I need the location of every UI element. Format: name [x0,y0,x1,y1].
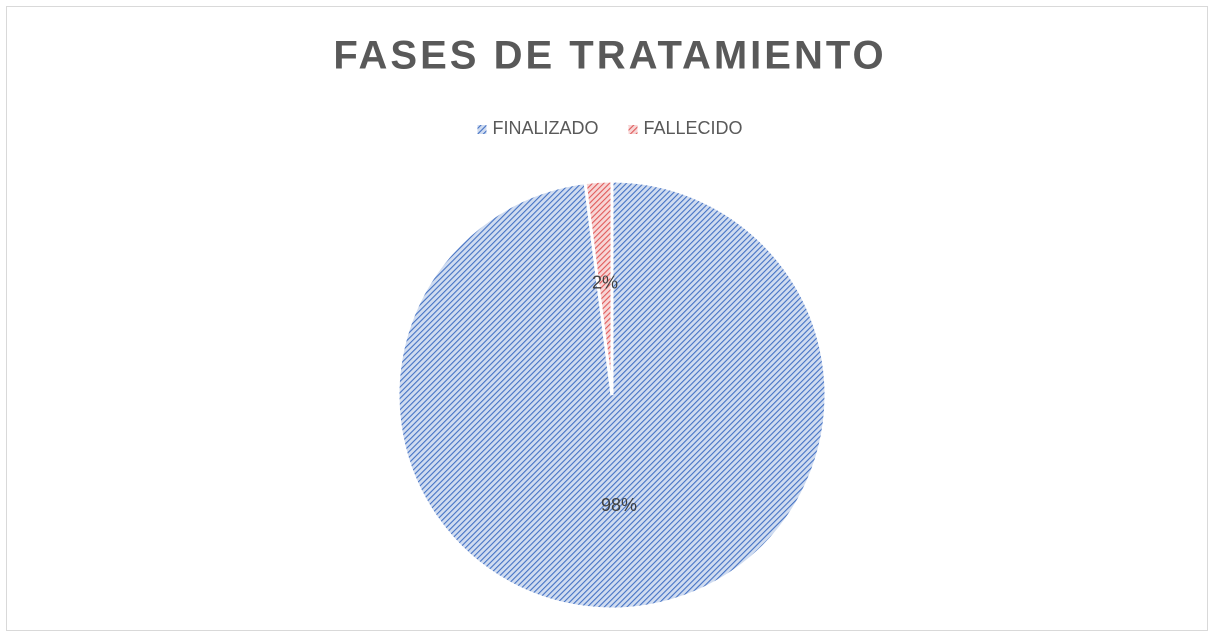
pie-slice [583,179,614,396]
legend-label: FINALIZADO [492,118,598,138]
data-label: 2% [592,273,618,293]
legend-swatch [628,125,638,134]
legend-label: FALLECIDO [643,118,742,138]
data-label: 98% [601,495,637,515]
legend-swatch [477,125,487,134]
chart-title: FASES DE TRATAMIENTO [333,34,886,78]
